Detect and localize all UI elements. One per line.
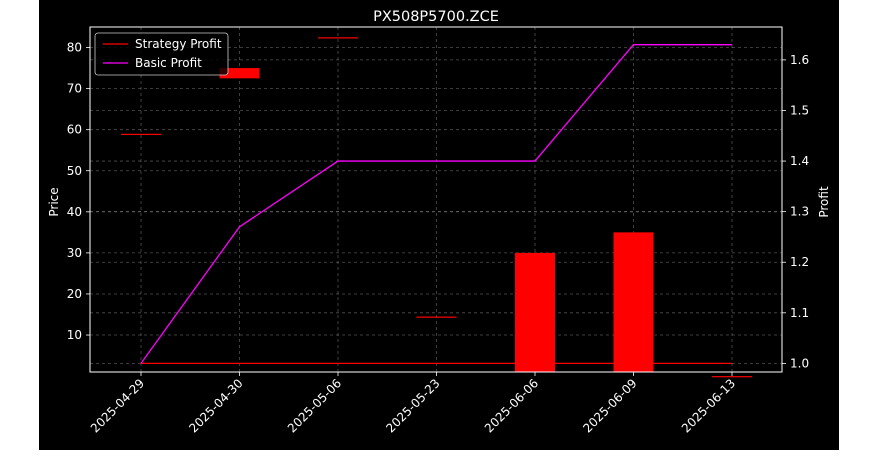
date-axis: 2025-04-29 2025-04-30 2025-05-06 2025-05-23… xyxy=(88,372,738,435)
price-candle xyxy=(515,252,555,372)
legend-box xyxy=(94,32,229,76)
series-line-basic-profit xyxy=(140,44,732,364)
price-candle xyxy=(121,133,161,135)
x-tick-label: 2025-06-06 xyxy=(482,376,541,435)
profit-axis: 1.0 1.1 1.2 1.3 1.4 1.5 1.6 xyxy=(782,53,809,370)
x-tick-label: 2025-04-29 xyxy=(88,376,147,435)
y-tick-label: 70 xyxy=(67,82,82,96)
y2-axis-label: Profit xyxy=(817,186,831,218)
y2-tick-label: 1.5 xyxy=(790,103,809,117)
legend-label-strategy-profit: Strategy Profit xyxy=(135,37,222,51)
y2-tick-label: 1.0 xyxy=(790,356,809,370)
profit-lines xyxy=(140,44,732,365)
price-candles xyxy=(121,37,752,378)
x-tick-label: 2025-05-23 xyxy=(383,376,442,435)
y-tick-label: 50 xyxy=(67,164,82,178)
y2-tick-label: 1.4 xyxy=(790,154,809,168)
y-tick-label: 20 xyxy=(67,287,82,301)
chart-title: PX508P5700.ZCE xyxy=(373,9,499,25)
price-candle xyxy=(613,232,654,372)
y2-tick-label: 1.2 xyxy=(790,255,809,269)
x-tick-label: 2025-06-09 xyxy=(580,376,639,435)
price-candle xyxy=(219,68,260,79)
y-tick-label: 80 xyxy=(67,41,82,55)
legend: Strategy Profit Basic Profit xyxy=(94,32,229,76)
y-tick-label: 30 xyxy=(67,246,82,260)
y-tick-label: 60 xyxy=(67,123,82,137)
y2-tick-label: 1.1 xyxy=(790,306,809,320)
x-tick-label: 2025-05-06 xyxy=(285,376,344,435)
y2-tick-label: 1.3 xyxy=(790,205,809,219)
chart-figure: PX508P5700.ZCE 10 20 30 40 50 60 70 80 1.0 1.1 1.… xyxy=(39,0,839,450)
y-axis-label: Price xyxy=(47,187,61,216)
price-axis: 10 20 30 40 50 60 70 80 xyxy=(67,41,90,342)
y-tick-label: 10 xyxy=(67,328,82,342)
y-tick-label: 40 xyxy=(67,205,82,219)
y2-tick-label: 1.6 xyxy=(790,53,809,67)
plot-frame xyxy=(89,26,783,373)
price-candle xyxy=(712,376,752,378)
price-candle xyxy=(318,37,358,39)
legend-label-basic-profit: Basic Profit xyxy=(135,56,202,70)
grid xyxy=(90,27,782,372)
x-tick-label: 2025-06-13 xyxy=(679,376,738,435)
price-candle xyxy=(416,316,457,318)
x-tick-label: 2025-04-30 xyxy=(186,376,245,435)
